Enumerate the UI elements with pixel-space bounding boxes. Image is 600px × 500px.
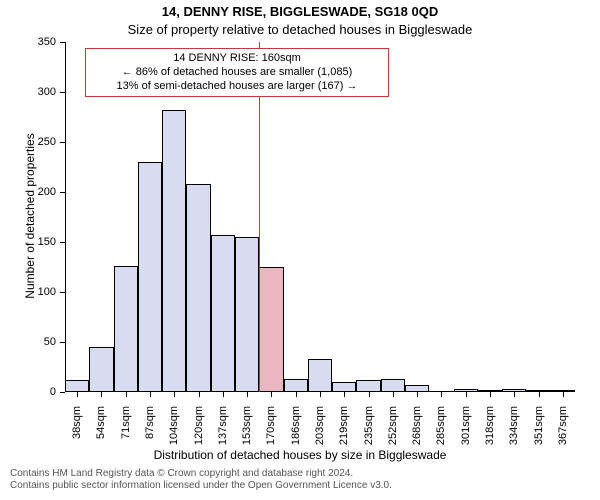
x-tick bbox=[247, 392, 248, 397]
x-tick-label: 120sqm bbox=[193, 406, 205, 456]
histogram-bar bbox=[259, 267, 283, 392]
histogram-bar bbox=[405, 385, 429, 392]
y-tick-label: 150 bbox=[0, 236, 56, 248]
annotation-line: 13% of semi-detached houses are larger (… bbox=[92, 80, 382, 94]
x-tick-label: 334sqm bbox=[508, 406, 520, 456]
x-tick-label: 235sqm bbox=[363, 406, 375, 456]
y-tick bbox=[60, 192, 65, 193]
x-tick-label: 87sqm bbox=[144, 406, 156, 456]
histogram-bar bbox=[356, 380, 380, 392]
histogram-bar bbox=[162, 110, 186, 392]
x-tick bbox=[417, 392, 418, 397]
x-tick-label: 252sqm bbox=[387, 406, 399, 456]
x-tick-label: 104sqm bbox=[168, 406, 180, 456]
y-tick bbox=[60, 242, 65, 243]
x-tick bbox=[490, 392, 491, 397]
x-tick-label: 186sqm bbox=[290, 406, 302, 456]
histogram-bar bbox=[235, 237, 259, 392]
y-tick bbox=[60, 342, 65, 343]
y-tick-label: 100 bbox=[0, 286, 56, 298]
x-tick-label: 318sqm bbox=[484, 406, 496, 456]
x-tick-label: 54sqm bbox=[95, 406, 107, 456]
y-tick-label: 250 bbox=[0, 136, 56, 148]
chart-container: { "title_main": "14, DENNY RISE, BIGGLES… bbox=[0, 0, 600, 500]
histogram-bar bbox=[138, 162, 162, 392]
y-tick-label: 350 bbox=[0, 36, 56, 48]
x-tick bbox=[344, 392, 345, 397]
x-tick bbox=[174, 392, 175, 397]
x-tick-label: 351sqm bbox=[533, 406, 545, 456]
x-tick-label: 170sqm bbox=[265, 406, 277, 456]
y-tick bbox=[60, 392, 65, 393]
x-tick bbox=[77, 392, 78, 397]
x-tick-label: 285sqm bbox=[435, 406, 447, 456]
histogram-bar bbox=[114, 266, 138, 392]
y-tick bbox=[60, 92, 65, 93]
histogram-bar bbox=[89, 347, 113, 392]
histogram-bar bbox=[186, 184, 210, 392]
annotation-box: 14 DENNY RISE: 160sqm← 86% of detached h… bbox=[85, 48, 389, 97]
x-tick bbox=[223, 392, 224, 397]
y-tick-label: 200 bbox=[0, 186, 56, 198]
x-tick bbox=[320, 392, 321, 397]
histogram-bar bbox=[381, 379, 405, 392]
y-tick-label: 0 bbox=[0, 386, 56, 398]
x-tick-label: 367sqm bbox=[557, 406, 569, 456]
x-tick bbox=[514, 392, 515, 397]
histogram-bar bbox=[284, 379, 308, 392]
x-tick bbox=[539, 392, 540, 397]
y-tick bbox=[60, 292, 65, 293]
x-tick-label: 137sqm bbox=[217, 406, 229, 456]
x-tick-label: 268sqm bbox=[411, 406, 423, 456]
chart-title-main: 14, DENNY RISE, BIGGLESWADE, SG18 0QD bbox=[0, 4, 600, 19]
x-tick bbox=[296, 392, 297, 397]
x-tick bbox=[101, 392, 102, 397]
x-tick-label: 71sqm bbox=[120, 406, 132, 456]
x-tick bbox=[393, 392, 394, 397]
chart-title-sub: Size of property relative to detached ho… bbox=[0, 22, 600, 37]
x-tick-label: 219sqm bbox=[338, 406, 350, 456]
annotation-line: 14 DENNY RISE: 160sqm bbox=[92, 52, 382, 66]
x-tick bbox=[466, 392, 467, 397]
copyright-line-2: Contains public sector information licen… bbox=[10, 480, 392, 491]
x-tick bbox=[271, 392, 272, 397]
x-tick-label: 301sqm bbox=[460, 406, 472, 456]
x-tick bbox=[199, 392, 200, 397]
x-tick bbox=[150, 392, 151, 397]
x-tick-label: 203sqm bbox=[314, 406, 326, 456]
x-tick-label: 153sqm bbox=[241, 406, 253, 456]
y-tick bbox=[60, 142, 65, 143]
histogram-bar bbox=[332, 382, 356, 392]
copyright-line-1: Contains HM Land Registry data © Crown c… bbox=[10, 468, 353, 479]
histogram-bar bbox=[65, 380, 89, 392]
y-tick-label: 300 bbox=[0, 86, 56, 98]
x-tick-label: 38sqm bbox=[71, 406, 83, 456]
x-tick bbox=[441, 392, 442, 397]
annotation-line: ← 86% of detached houses are smaller (1,… bbox=[92, 66, 382, 80]
y-tick bbox=[60, 42, 65, 43]
histogram-bar bbox=[211, 235, 235, 392]
y-tick-label: 50 bbox=[0, 336, 56, 348]
histogram-bar bbox=[308, 359, 332, 392]
x-tick bbox=[126, 392, 127, 397]
x-tick bbox=[563, 392, 564, 397]
x-tick bbox=[369, 392, 370, 397]
